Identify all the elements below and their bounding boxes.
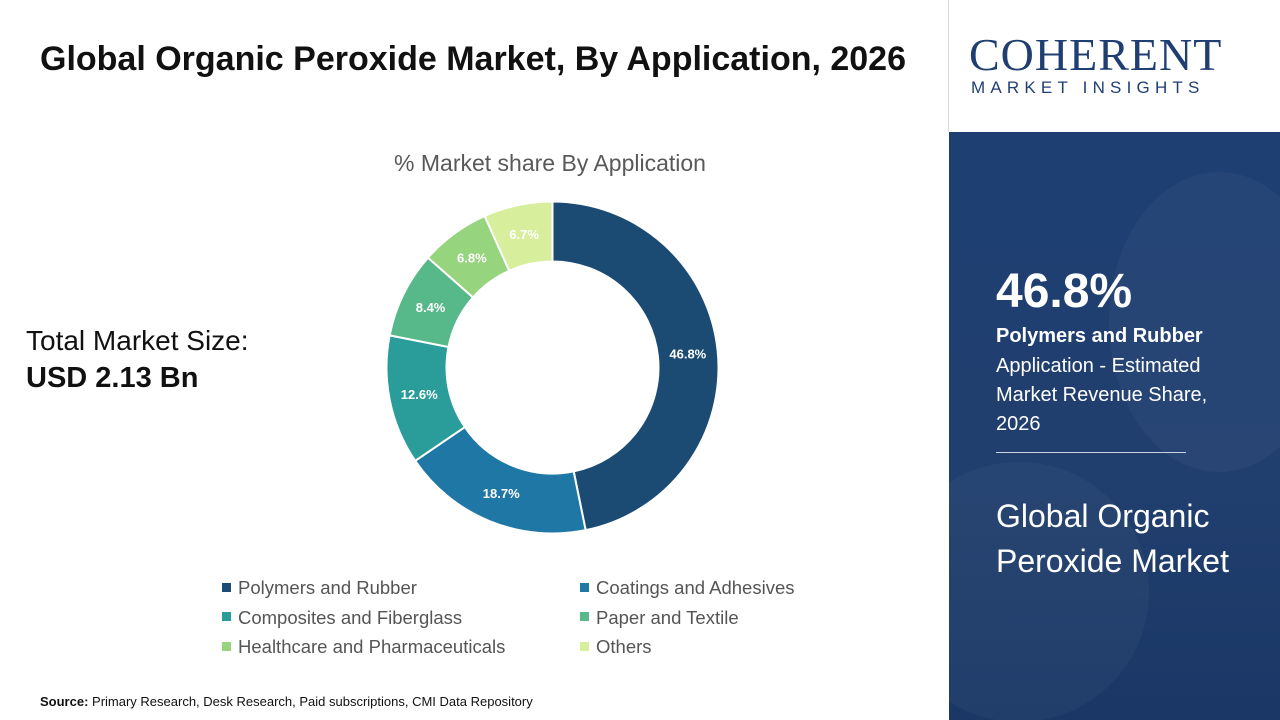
donut-data-label: 6.8% xyxy=(457,250,487,265)
legend-swatch xyxy=(580,582,589,592)
legend-swatch xyxy=(222,612,231,622)
legend-label: Others xyxy=(596,636,652,657)
source-note: Source: Primary Research, Desk Research,… xyxy=(40,694,533,709)
highlight-percent: 46.8% xyxy=(996,265,1133,318)
legend-item: Composites and Fiberglass xyxy=(222,607,462,629)
logo-wordmark: COHERENT xyxy=(969,29,1223,80)
donut-data-label: 46.8% xyxy=(669,346,706,361)
donut-slice-others xyxy=(483,200,554,273)
highlight-panel: 46.8% Polymers and Rubber Application - … xyxy=(949,132,1280,720)
legend-label: Healthcare and Pharmaceuticals xyxy=(238,636,506,657)
legend-label: Coatings and Adhesives xyxy=(596,577,795,598)
page-title: Global Organic Peroxide Market, By Appli… xyxy=(40,40,907,78)
chart-area: Global Organic Peroxide Market, By Appli… xyxy=(26,40,907,709)
legend-item: Coatings and Adhesives xyxy=(580,577,795,599)
donut-chart: 46.8% 18.7% 12.6% 8.4% 6.8% 6.7% xyxy=(385,200,720,535)
legend-swatch xyxy=(580,612,589,622)
legend-label: Composites and Fiberglass xyxy=(238,606,463,628)
chart-title: % Market share By Application xyxy=(394,150,706,176)
donut-data-label: 12.6% xyxy=(401,387,438,402)
legend-item: Others xyxy=(580,636,652,658)
total-market-size-value: USD 2.13 Bn xyxy=(26,362,199,394)
legend-item: Healthcare and Pharmaceuticals xyxy=(222,636,505,658)
donut-data-label: 8.4% xyxy=(416,300,446,315)
highlight-description: Application - Estimated Market Revenue S… xyxy=(996,355,1208,435)
legend-swatch xyxy=(222,582,231,592)
donut-data-label: 18.7% xyxy=(483,486,520,501)
info-panel: COHERENT MARKET INSIGHTS 46.8% Polymers … xyxy=(949,0,1280,720)
legend-item: Polymers and Rubber xyxy=(222,577,417,599)
source-prefix: Source: xyxy=(40,694,89,709)
logo: COHERENT MARKET INSIGHTS xyxy=(949,0,1280,132)
panel-divider xyxy=(996,452,1186,453)
market-name: Global Organic Peroxide Market xyxy=(996,498,1229,579)
highlight-application: Polymers and Rubber xyxy=(996,325,1203,347)
donut-data-label: 6.7% xyxy=(509,227,539,242)
legend-label: Paper and Textile xyxy=(596,606,739,628)
divider xyxy=(948,0,949,132)
legend-swatch xyxy=(580,641,589,651)
donut-slice-polymers-and-rubber xyxy=(551,200,720,532)
legend-item: Paper and Textile xyxy=(580,607,739,629)
legend-label: Polymers and Rubber xyxy=(238,577,417,598)
source-text: Primary Research, Desk Research, Paid su… xyxy=(92,694,533,709)
total-market-size-label: Total Market Size: xyxy=(26,325,249,356)
logo-subtitle: MARKET INSIGHTS xyxy=(971,78,1205,97)
legend-swatch xyxy=(222,641,231,651)
